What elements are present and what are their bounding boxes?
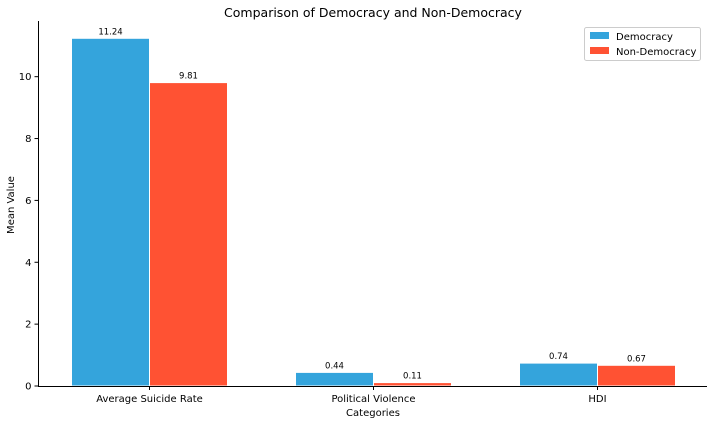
y-axis-label: Mean Value: [6, 176, 17, 234]
y-tick-label: 10: [19, 72, 32, 83]
x-tick-label: Average Suicide Rate: [96, 394, 203, 405]
y-ticks-layer: 0 2 4 6 8 10: [19, 72, 39, 393]
y-tick-label: 0: [25, 382, 31, 393]
data-label-democracy-average-suicide-rate: 11.24: [98, 27, 122, 37]
legend-label-non-democracy: Non-Democracy: [616, 47, 696, 58]
legend-frame: [584, 27, 701, 61]
y-tick-label: 4: [25, 258, 31, 269]
x-tick-label: HDI: [588, 394, 606, 405]
legend-label-democracy: Democracy: [616, 32, 673, 43]
x-tick-label: Political Violence: [331, 394, 415, 405]
data-label-non-democracy-political-violence: 0.11: [403, 372, 422, 382]
data-label-non-democracy-average-suicide-rate: 9.81: [179, 72, 198, 82]
bar-non-democracy-average-suicide-rate: [149, 82, 228, 387]
data-label-democracy-political-violence: 0.44: [325, 361, 344, 371]
bar-democracy-hdi: [519, 362, 598, 387]
x-ticks-layer: Average Suicide Rate Political Violence HD…: [96, 386, 607, 405]
y-tick-label: 8: [25, 134, 31, 145]
legend-swatch-non-democracy: [590, 47, 609, 54]
bar-non-democracy-hdi: [597, 364, 676, 387]
bar-democracy-political-violence: [295, 371, 374, 387]
bar-non-democracy-political-violence: [373, 382, 452, 387]
y-tick-label: 6: [25, 196, 31, 207]
data-label-democracy-hdi: 0.74: [549, 352, 568, 362]
x-axis-label: Categories: [346, 408, 400, 419]
y-tick-label: 2: [25, 320, 31, 331]
bar-democracy-average-suicide-rate: [71, 37, 150, 387]
legend: Democracy Non-Democracy: [584, 27, 701, 61]
chart-title: Comparison of Democracy and Non-Democrac…: [224, 5, 522, 20]
bars-layer: [71, 37, 676, 387]
legend-swatch-democracy: [590, 32, 609, 39]
data-label-non-democracy-hdi: 0.67: [627, 354, 646, 364]
data-labels-layer: 11.24 9.81 0.44 0.11 0.74 0.67: [98, 27, 646, 381]
